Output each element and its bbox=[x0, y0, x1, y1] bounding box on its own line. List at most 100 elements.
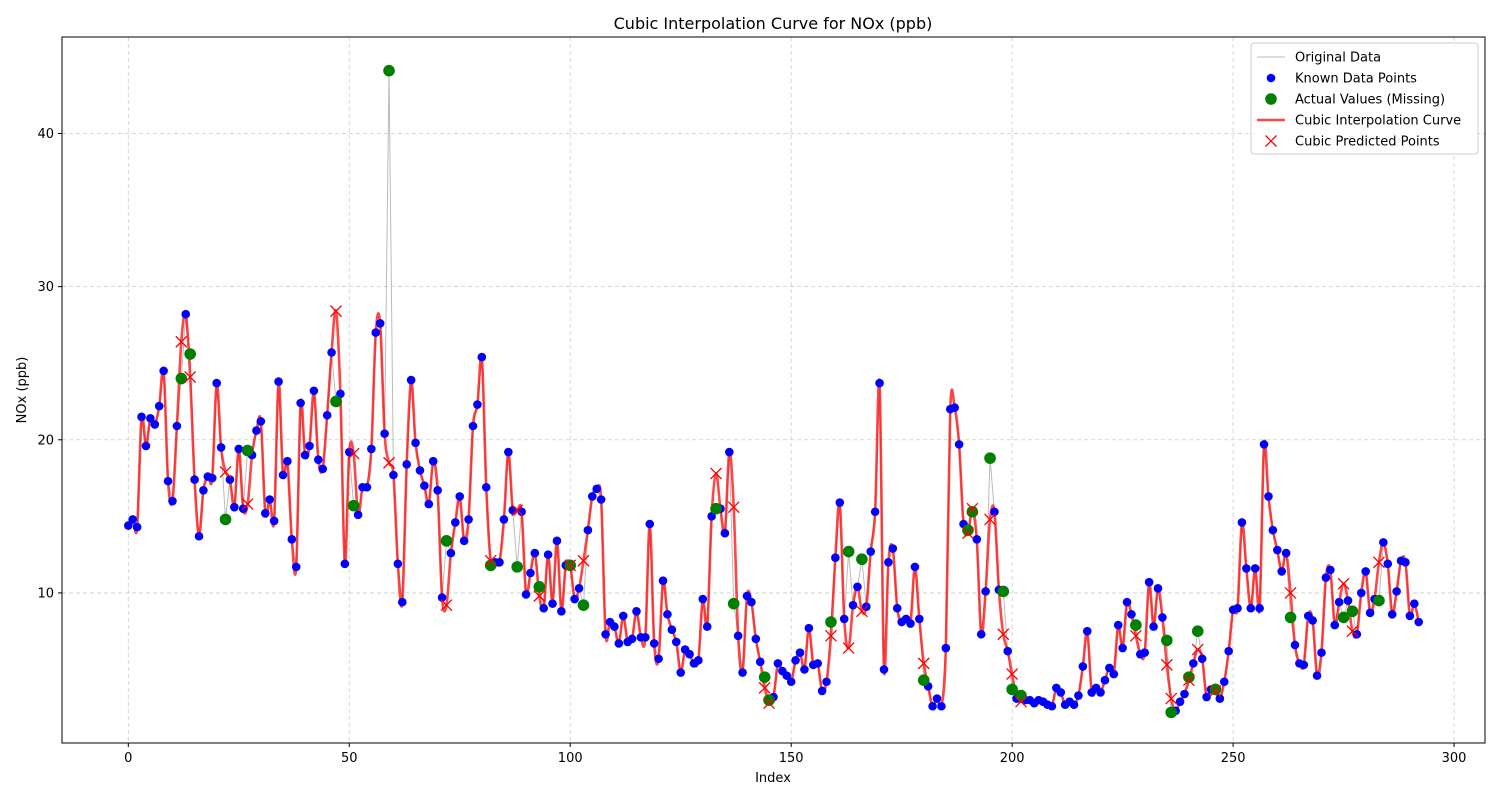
legend-dot-swatch bbox=[1266, 73, 1276, 83]
cross-stroke bbox=[1209, 684, 1222, 697]
known-data-point bbox=[888, 544, 898, 553]
cross-stroke bbox=[966, 502, 979, 515]
known-data-point bbox=[1144, 577, 1154, 587]
known-data-point bbox=[274, 377, 283, 386]
known-data-point bbox=[230, 502, 239, 512]
y-tick-label: 40 bbox=[37, 127, 54, 142]
known-data-point bbox=[459, 536, 469, 546]
known-data-point bbox=[526, 568, 535, 578]
known-data-point bbox=[1379, 538, 1388, 547]
known-data-point bbox=[199, 486, 208, 495]
known-data-point bbox=[937, 701, 946, 711]
known-data-point bbox=[446, 548, 456, 558]
actual-missing-point bbox=[856, 553, 868, 566]
known-data-point bbox=[1175, 697, 1185, 706]
cubic-predicted-point bbox=[564, 559, 577, 572]
actual-missing-point bbox=[1337, 611, 1350, 624]
known-data-point bbox=[773, 659, 783, 668]
known-data-point bbox=[875, 378, 884, 388]
known-data-point bbox=[508, 505, 518, 515]
known-data-point bbox=[932, 694, 942, 703]
known-data-point bbox=[954, 440, 964, 449]
cubic-predicted-point bbox=[347, 447, 360, 460]
cross-stroke bbox=[383, 456, 395, 469]
cubic-predicted-point bbox=[1372, 556, 1385, 569]
known-data-point bbox=[473, 400, 482, 409]
known-data-point bbox=[389, 470, 398, 480]
y-tick-label: 30 bbox=[37, 280, 54, 295]
x-tick-label: 50 bbox=[341, 751, 358, 766]
cross-stroke bbox=[763, 697, 776, 710]
cross-stroke bbox=[917, 657, 930, 670]
cubic-predicted-point bbox=[855, 605, 868, 618]
known-data-point bbox=[415, 466, 425, 475]
actual-missing-point bbox=[347, 499, 360, 512]
known-data-point bbox=[1233, 603, 1242, 613]
known-data-point bbox=[1317, 648, 1326, 657]
known-data-point bbox=[1255, 603, 1264, 613]
known-data-point bbox=[667, 625, 677, 634]
actual-missing-point bbox=[383, 64, 395, 77]
cubic-predicted-point bbox=[984, 513, 997, 526]
known-data-point bbox=[641, 633, 650, 642]
cubic-predicted-point bbox=[184, 371, 197, 383]
cubic-predicted-point bbox=[330, 305, 342, 318]
known-data-point bbox=[804, 623, 814, 633]
known-data-point bbox=[698, 594, 708, 604]
cubic-predicted-point bbox=[763, 697, 776, 710]
known-data-point bbox=[1250, 564, 1260, 573]
cross-stroke bbox=[1160, 658, 1173, 671]
known-data-point bbox=[146, 414, 155, 423]
cross-stroke bbox=[961, 527, 974, 540]
known-data-point bbox=[123, 521, 133, 530]
known-data-point bbox=[234, 444, 244, 454]
known-data-point bbox=[1224, 646, 1233, 656]
known-data-point bbox=[738, 668, 747, 677]
known-data-point bbox=[747, 597, 756, 607]
cubic-predicted-point bbox=[966, 502, 979, 515]
actual-missing-point bbox=[1284, 611, 1297, 624]
known-data-point bbox=[1308, 616, 1317, 625]
cubic-predicted-point bbox=[1337, 577, 1350, 590]
known-data-point bbox=[892, 603, 902, 613]
known-data-point bbox=[1113, 620, 1123, 630]
known-data-point bbox=[742, 591, 752, 601]
known-data-point bbox=[1047, 701, 1057, 711]
cross-stroke bbox=[511, 504, 524, 517]
known-data-point bbox=[627, 634, 637, 644]
cubic-predicted-point bbox=[1191, 643, 1204, 656]
actual-missing-point bbox=[577, 599, 590, 611]
known-data-point bbox=[168, 496, 177, 506]
cross-stroke bbox=[175, 335, 188, 348]
known-data-point bbox=[128, 515, 138, 524]
known-data-point bbox=[1189, 659, 1198, 668]
actual-missing-point bbox=[1006, 683, 1018, 696]
known-data-point bbox=[822, 677, 831, 687]
actual-missing-point bbox=[825, 616, 837, 628]
known-data-point bbox=[464, 515, 473, 524]
known-points-series bbox=[123, 309, 1424, 716]
known-data-point bbox=[521, 590, 531, 599]
actual-missing-point bbox=[175, 372, 188, 385]
actual-missing-point bbox=[1373, 594, 1385, 607]
known-data-point bbox=[884, 557, 893, 567]
known-data-point bbox=[1180, 689, 1189, 699]
actual-missing-point bbox=[330, 395, 342, 408]
known-data-point bbox=[428, 456, 438, 466]
cross-stroke bbox=[1182, 674, 1195, 687]
known-data-point bbox=[1003, 646, 1013, 656]
cross-stroke bbox=[440, 599, 453, 612]
known-data-point bbox=[420, 481, 429, 491]
cubic-predicted-point bbox=[1165, 692, 1178, 705]
known-data-point bbox=[981, 587, 990, 596]
known-data-point bbox=[1122, 597, 1132, 607]
known-data-point bbox=[972, 535, 982, 544]
cross-stroke bbox=[710, 467, 723, 480]
actual-missing-point bbox=[241, 444, 254, 457]
known-data-point bbox=[287, 535, 297, 544]
cross-stroke bbox=[1006, 668, 1019, 681]
known-data-point bbox=[1242, 564, 1251, 573]
legend-box bbox=[1250, 42, 1479, 155]
known-data-point bbox=[318, 464, 328, 474]
